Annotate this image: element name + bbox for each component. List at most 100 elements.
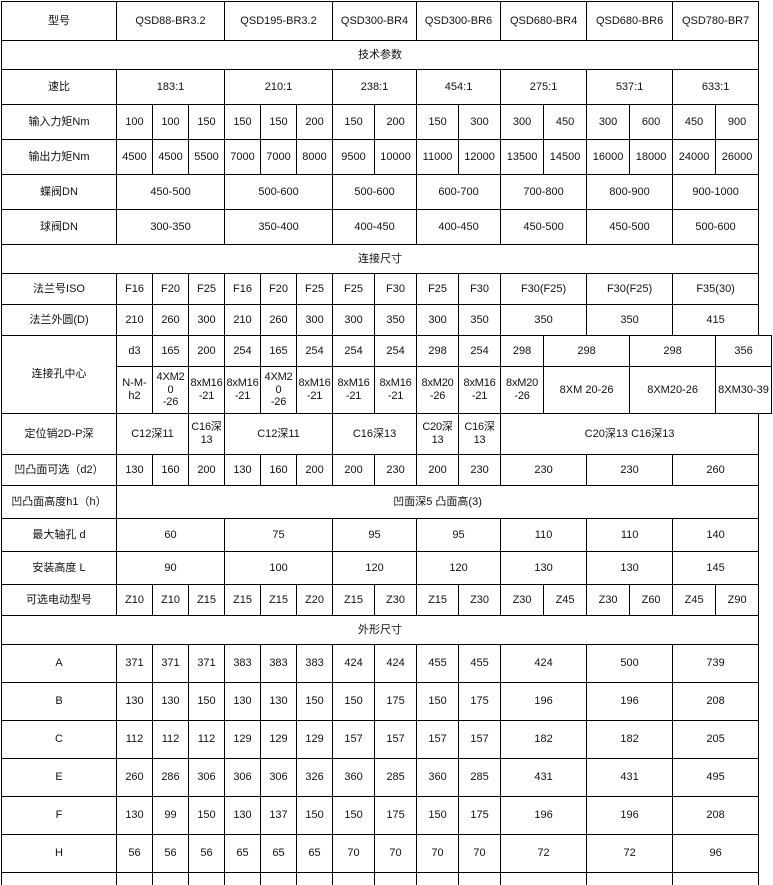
input-torque-value: 100 (152, 104, 189, 140)
motor-model-value: Z10 (116, 584, 153, 616)
ball-dn-value: 500-600 (672, 209, 760, 245)
dim-value: 56 (188, 834, 225, 873)
dim-value: 286 (152, 758, 189, 797)
dim-value: 424 (332, 644, 376, 683)
row-label-nmh2: N-M-h2 (116, 366, 153, 414)
flange-od-value: 210 (224, 304, 261, 336)
dim-value: 123 (295, 872, 334, 885)
dim-value: 383 (295, 644, 334, 683)
output-torque-value: 12000 (458, 139, 502, 175)
flange-od-value: 350 (374, 304, 418, 336)
row-dim-e: E 260 286 306 306 306 326 360 285 360 285 431 431 495 (1, 758, 772, 797)
row-label-flange-iso: 法兰号ISO (1, 273, 117, 305)
dim-value: 371 (152, 644, 189, 683)
dim-value: 285 (374, 758, 418, 797)
dim-value: 112 (116, 720, 153, 759)
row-flange-iso: 法兰号ISO F16 F20 F25 F16 F20 F25 F25 F30 F25 F30 F30(… (1, 273, 772, 305)
dim-value: 175 (374, 796, 418, 835)
model-header-4: QSD300-BR6 (416, 1, 502, 41)
input-torque-value: 200 (295, 104, 334, 140)
dim-value: 306 (224, 758, 261, 797)
dim-value: 150 (332, 796, 376, 835)
butterfly-dn-value: 500-600 (332, 174, 418, 210)
row-nmh2: N-M-h2 4XM20 -26 8xM16 -21 8xM16 -21 4XM20 -26 8x… (2, 366, 772, 414)
dim-value: 129 (260, 720, 297, 759)
flange-iso-value: F20 (152, 273, 189, 305)
dim-value: 129 (295, 720, 334, 759)
flange-iso-value: F20 (260, 273, 297, 305)
dim-value: 56 (116, 834, 153, 873)
output-torque-value: 5500 (188, 139, 225, 175)
motor-model-value: Z15 (260, 584, 297, 616)
output-torque-value: 16000 (586, 139, 631, 175)
d3-value: 254 (374, 335, 418, 367)
row-label-dim-b: B (1, 682, 117, 721)
d2-value: 230 (374, 454, 418, 486)
dim-value: 157 (458, 720, 502, 759)
motor-model-value: Z20 (295, 584, 334, 616)
flange-iso-value: F16 (116, 273, 153, 305)
locating-pin-value: C20深13 C16深13 (500, 413, 760, 455)
dim-value: 196 (586, 682, 674, 721)
flange-od-value: 300 (416, 304, 460, 336)
d2-value: 160 (260, 454, 297, 486)
max-bore-value: 140 (672, 518, 760, 552)
d3-value: 165 (152, 335, 189, 367)
motor-model-value: Z30 (458, 584, 502, 616)
flange-od-value: 210 (116, 304, 153, 336)
flange-od-value: 260 (152, 304, 189, 336)
d3-value: 254 (458, 335, 502, 367)
dim-value: 130 (152, 682, 189, 721)
row-dim-h: H 56 56 56 65 65 65 70 70 70 70 72 72 96 (1, 834, 772, 873)
dim-value: 130 (116, 796, 153, 835)
motor-model-value: Z10 (152, 584, 189, 616)
locating-pin-value: C16深13 (458, 413, 502, 455)
nmh2-value: 4XM20 -26 (152, 366, 189, 414)
output-torque-value: 4500 (116, 139, 153, 175)
row-label-d3: d3 (116, 335, 153, 367)
row-ratio: 速比 183:1 210:1 238:1 454:1 275:1 537:1 633:1 (1, 69, 772, 105)
row-label-dim-a: A (1, 644, 117, 683)
dim-value: 424 (374, 644, 418, 683)
row-label-dim-f: F (1, 796, 117, 835)
butterfly-dn-value: 900-1000 (672, 174, 760, 210)
dim-value: 431 (500, 758, 588, 797)
motor-model-value: Z15 (416, 584, 460, 616)
d3-value: 200 (188, 335, 225, 367)
flange-iso-value: F30(F25) (586, 273, 674, 305)
max-bore-value: 60 (116, 518, 225, 552)
nmh2-value: 8xM20 -26 (416, 366, 460, 414)
ratio-value: 537:1 (586, 69, 674, 105)
d2-value: 200 (416, 454, 460, 486)
ratio-value: 633:1 (672, 69, 760, 105)
motor-model-value: Z30 (374, 584, 418, 616)
nmh2-value: 8xM16 -21 (224, 366, 261, 414)
motor-model-value: Z15 (332, 584, 376, 616)
flange-od-value: 415 (672, 304, 760, 336)
d3-value: 356 (715, 335, 772, 367)
dim-value: 326 (295, 758, 334, 797)
section-header-outline: 外形尺寸 (0, 615, 760, 645)
dim-value: 148 (374, 872, 418, 885)
row-dim-b: B 130 130 150 130 130 150 150 175 150 175 196 196 208 (1, 682, 772, 721)
input-torque-value: 150 (416, 104, 460, 140)
section-band-outline: 外形尺寸 (0, 615, 772, 645)
butterfly-dn-value: 800-900 (586, 174, 674, 210)
motor-model-value: Z60 (629, 584, 674, 616)
dim-value: 148 (458, 872, 502, 885)
dim-value: 130 (116, 682, 153, 721)
output-torque-value: 14500 (543, 139, 588, 175)
row-label-h1: 凹凸面高度h1（h） (1, 485, 117, 519)
row-label-dim-c: C (1, 720, 117, 759)
motor-model-value: Z45 (672, 584, 717, 616)
row-dim-c: C 112 112 112 129 129 129 157 157 157 157 182 182 205 (1, 720, 772, 759)
row-dim-j: J112112112123123123148148148148159165195 (1, 872, 772, 885)
dim-value: 159 (500, 872, 588, 885)
dim-value: 130 (224, 796, 261, 835)
dim-value: 383 (224, 644, 261, 683)
d3-value: 254 (295, 335, 334, 367)
nmh2-value: 8xM20 -26 (500, 366, 545, 414)
max-bore-value: 110 (500, 518, 588, 552)
flange-iso-value: F16 (224, 273, 261, 305)
